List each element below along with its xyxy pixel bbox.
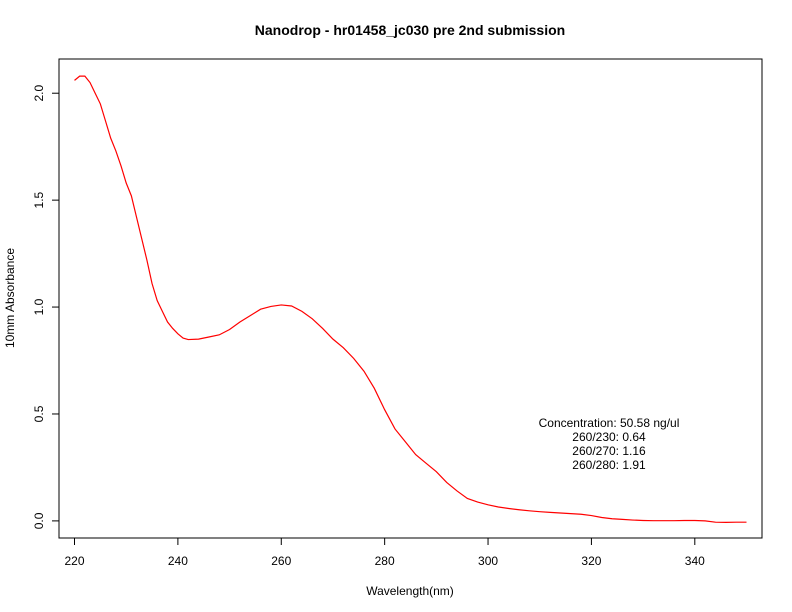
annotation-260-270: 260/270: 1.16 — [572, 444, 646, 458]
y-tick-label: 0.0 — [32, 512, 46, 529]
x-tick-label: 320 — [581, 554, 601, 568]
x-axis: 220 240 260 280 300 320 340 — [64, 537, 705, 568]
x-axis-label: Wavelength(nm) — [366, 584, 454, 598]
y-tick-label: 1.0 — [32, 298, 46, 315]
x-tick-label: 260 — [271, 554, 291, 568]
annotation-260-230: 260/230: 0.64 — [572, 430, 646, 444]
y-tick-label: 1.5 — [32, 191, 46, 208]
y-tick-label: 0.5 — [32, 405, 46, 422]
x-tick-label: 220 — [64, 554, 84, 568]
plot-frame — [58, 58, 763, 539]
x-tick-label: 280 — [375, 554, 395, 568]
y-axis-label: 10mm Absorbance — [3, 248, 17, 348]
annotation-block: Concentration: 50.58 ng/ul 260/230: 0.64… — [539, 416, 680, 472]
absorbance-line — [74, 75, 747, 523]
x-tick-label: 240 — [168, 554, 188, 568]
annotation-260-280: 260/280: 1.91 — [572, 458, 646, 472]
x-tick-label: 300 — [478, 554, 498, 568]
chart-title: Nanodrop - hr01458_jc030 pre 2nd submiss… — [255, 22, 565, 38]
y-tick-label: 2.0 — [32, 85, 46, 102]
annotation-concentration: Concentration: 50.58 ng/ul — [539, 416, 680, 430]
x-tick-label: 340 — [685, 554, 705, 568]
y-axis: 0.0 0.5 1.0 1.5 2.0 — [32, 85, 60, 529]
